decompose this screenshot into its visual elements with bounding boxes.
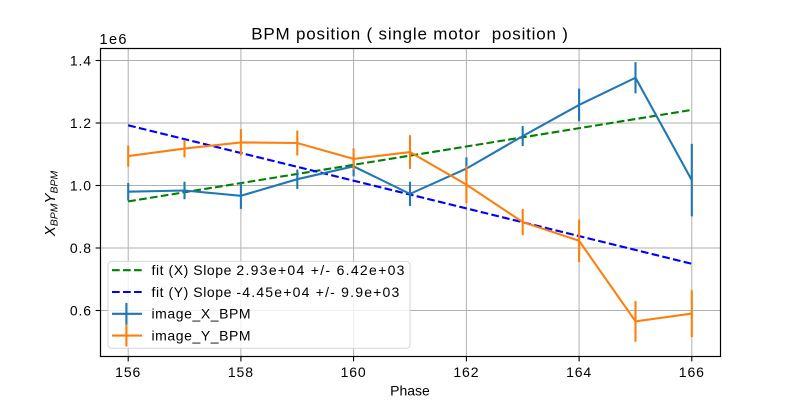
svg-text:1e6: 1e6: [100, 32, 128, 48]
svg-text:1.4: 1.4: [70, 53, 92, 69]
svg-text:162: 162: [453, 364, 479, 380]
svg-text:fit (X) Slope 2.93e+04 +/- 6.4: fit (X) Slope 2.93e+04 +/- 6.42e+03: [152, 262, 406, 278]
svg-text:156: 156: [115, 364, 141, 380]
svg-text:1.0: 1.0: [70, 178, 92, 194]
svg-text:0.8: 0.8: [70, 240, 92, 256]
svg-text:1.2: 1.2: [70, 115, 92, 131]
svg-text:image_Y_BPM: image_Y_BPM: [152, 327, 252, 343]
svg-text:0.6: 0.6: [70, 303, 92, 319]
svg-text:166: 166: [679, 364, 705, 380]
svg-text:fit (Y) Slope -4.45e+04 +/- 9.: fit (Y) Slope -4.45e+04 +/- 9.9e+03: [152, 284, 401, 300]
svg-text:158: 158: [228, 364, 254, 380]
svg-text:164: 164: [566, 364, 592, 380]
svg-text:Phase: Phase: [390, 383, 430, 399]
svg-text:BPM position ( single motor p: BPM position ( single motor position ): [251, 25, 569, 44]
svg-text:160: 160: [341, 364, 367, 380]
svg-text:image_X_BPM: image_X_BPM: [152, 306, 252, 322]
